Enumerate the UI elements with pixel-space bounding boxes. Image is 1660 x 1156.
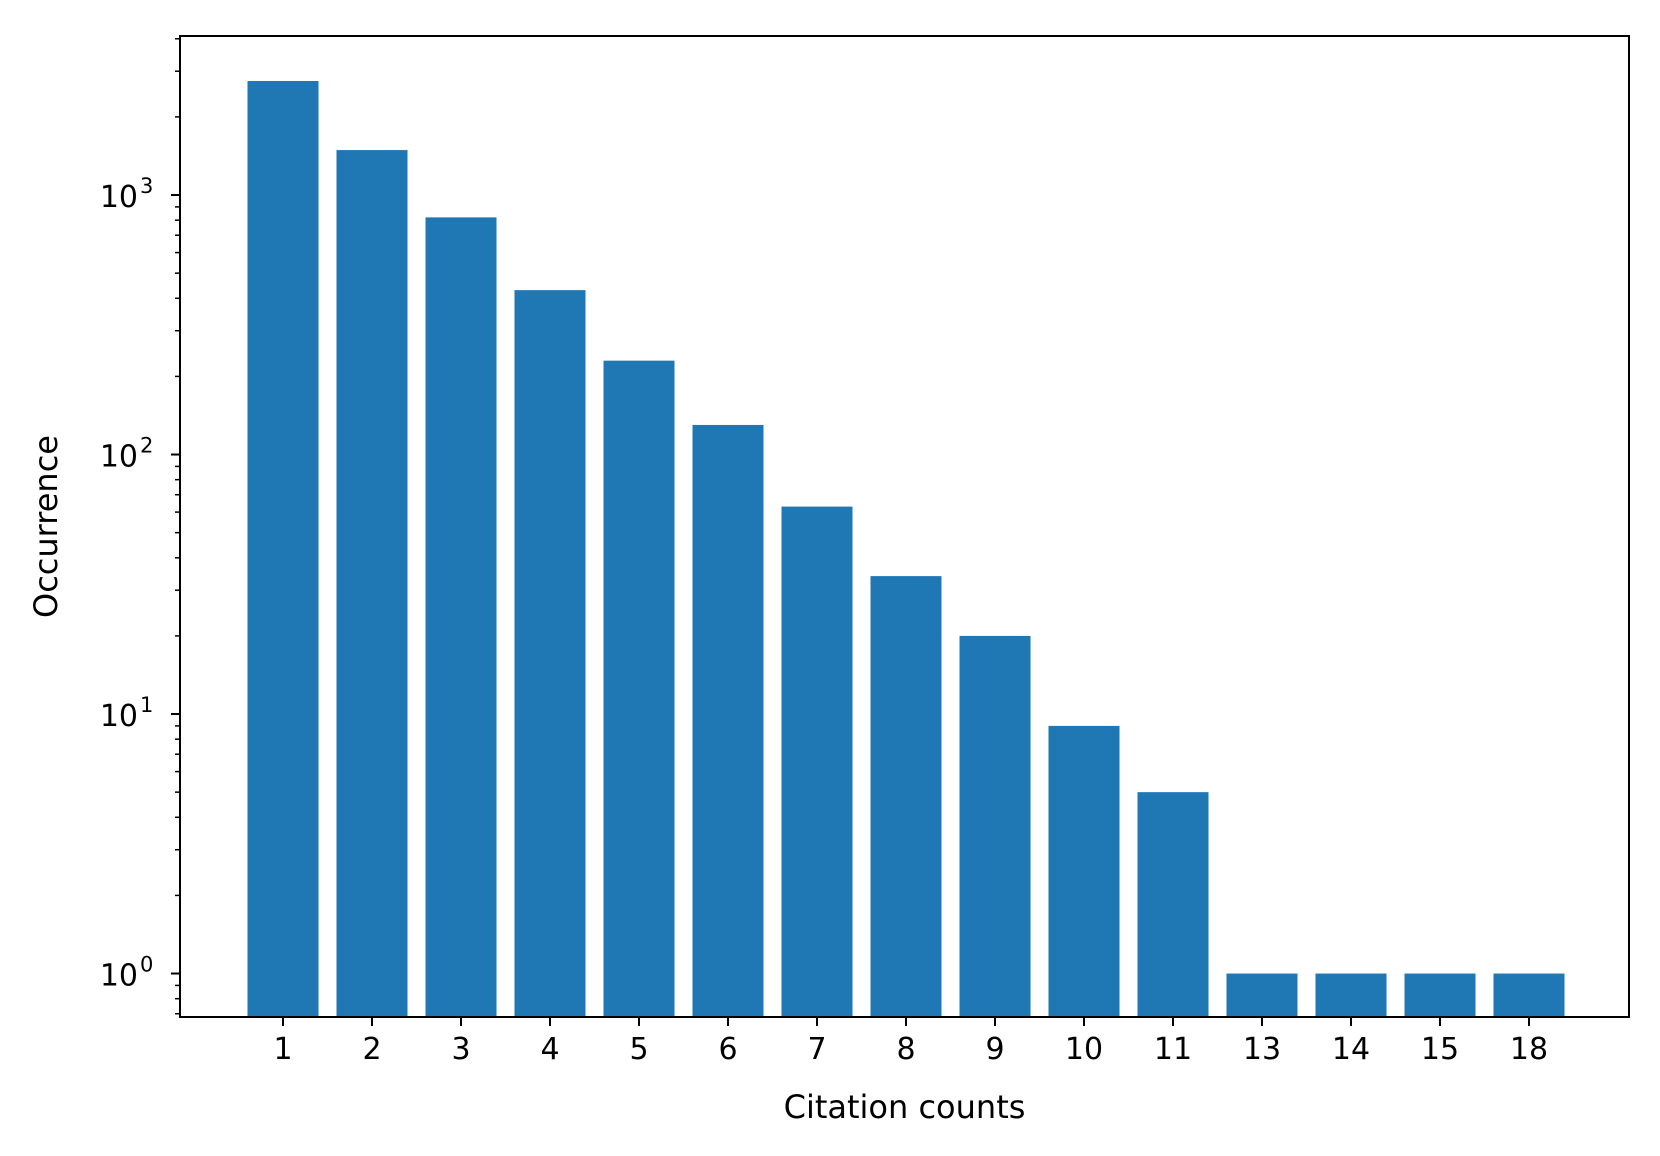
bar-8 [870,576,942,1017]
y-tick-exponent: 0 [140,953,153,977]
y-tick-exponent: 1 [140,693,153,717]
x-tick-label: 13 [1243,1032,1281,1067]
bar-14 [1315,973,1387,1017]
x-tick-label: 1 [273,1032,292,1067]
y-tick-label: 10 [100,180,138,215]
bar-4 [514,290,586,1017]
x-tick-label: 7 [807,1032,826,1067]
bar-3 [425,217,497,1017]
bar-6 [692,424,764,1017]
bar-11 [1137,792,1209,1017]
bar-7 [781,506,853,1017]
x-tick-label: 15 [1421,1032,1459,1067]
y-axis-label: Occurrence [27,435,65,618]
x-tick-label: 18 [1510,1032,1548,1067]
bar-10 [1048,725,1120,1017]
y-tick-label: 10 [100,699,138,734]
y-tick-exponent: 2 [140,434,153,458]
bar-5 [603,360,675,1017]
bars-layer [247,81,1565,1018]
y-tick-exponent: 3 [140,174,153,198]
x-axis-label: Citation counts [784,1088,1026,1126]
bar-13 [1226,973,1298,1017]
x-tick-label: 11 [1154,1032,1192,1067]
x-tick-label: 6 [718,1032,737,1067]
x-tick-label: 14 [1332,1032,1370,1067]
x-tick-label: 4 [540,1032,559,1067]
x-tick-label: 3 [451,1032,470,1067]
bar-9 [959,635,1031,1017]
bar-1 [247,81,319,1018]
plot-frame [179,35,1630,1018]
y-tick-label: 10 [100,440,138,475]
x-tick-label: 10 [1065,1032,1103,1067]
x-tick-label: 5 [629,1032,648,1067]
bar-18 [1493,973,1565,1017]
y-tick-label: 10 [100,959,138,994]
x-tick-label: 8 [896,1032,915,1067]
x-tick-label: 2 [362,1032,381,1067]
bar-15 [1404,973,1476,1017]
x-tick-label: 9 [985,1032,1004,1067]
bar-2 [336,150,408,1017]
